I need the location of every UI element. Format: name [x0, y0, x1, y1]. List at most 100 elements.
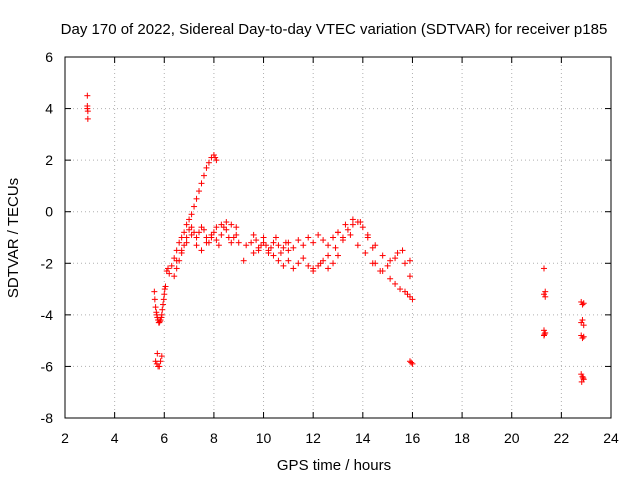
data-point — [310, 265, 317, 272]
data-point — [290, 244, 297, 251]
data-point — [154, 350, 161, 357]
data-point — [349, 216, 356, 223]
data-point — [200, 226, 207, 233]
x-tick-label: 4 — [111, 430, 119, 446]
data-points — [84, 92, 587, 385]
data-point — [270, 239, 277, 246]
data-point — [218, 231, 225, 238]
axis-ticks — [64, 56, 612, 419]
data-point — [339, 237, 346, 244]
data-point — [579, 301, 586, 308]
data-point — [335, 252, 341, 259]
data-point — [213, 237, 220, 244]
data-point — [162, 283, 169, 290]
data-point — [362, 249, 369, 256]
data-point — [310, 239, 317, 246]
data-point — [579, 373, 586, 380]
data-point — [188, 224, 195, 231]
data-point — [183, 239, 190, 246]
data-point — [330, 234, 337, 241]
data-point — [228, 221, 235, 228]
data-point — [330, 260, 337, 267]
data-point — [315, 231, 322, 238]
x-tick-label: 12 — [305, 430, 321, 446]
data-point — [399, 247, 406, 254]
data-point — [359, 224, 366, 231]
data-point — [171, 273, 178, 280]
data-point — [203, 239, 210, 246]
data-point — [193, 234, 200, 241]
data-point — [250, 231, 257, 238]
data-point — [409, 360, 416, 367]
x-tick-label: 10 — [256, 430, 272, 446]
data-point — [186, 216, 193, 223]
data-point — [196, 188, 203, 195]
data-point — [579, 317, 586, 324]
data-point — [178, 247, 185, 254]
data-point — [160, 296, 167, 303]
data-point — [212, 154, 219, 161]
data-point — [188, 231, 195, 238]
grid — [65, 57, 611, 418]
data-point — [210, 151, 217, 158]
data-point — [540, 265, 547, 272]
data-point — [158, 311, 165, 318]
data-point — [295, 237, 302, 244]
data-point — [402, 260, 409, 267]
data-point — [203, 164, 210, 171]
y-tick-label: 0 — [45, 204, 53, 220]
data-point — [372, 242, 379, 249]
y-axis-label: SDTVAR / TECUs — [5, 178, 22, 298]
data-point — [542, 293, 549, 300]
data-point — [84, 108, 91, 115]
data-point — [228, 239, 235, 246]
data-point — [354, 242, 361, 249]
data-point — [580, 300, 587, 307]
data-point — [84, 92, 91, 99]
data-point — [580, 322, 587, 329]
data-point — [280, 262, 287, 269]
data-point — [193, 195, 200, 202]
data-point — [372, 260, 379, 267]
data-point — [344, 226, 351, 233]
data-point — [305, 262, 312, 269]
data-point — [392, 280, 399, 287]
data-point — [541, 331, 548, 338]
data-point — [379, 268, 386, 275]
data-point — [285, 257, 292, 264]
data-point — [260, 234, 267, 241]
data-point — [285, 239, 292, 246]
data-point — [270, 252, 277, 259]
data-point — [218, 221, 225, 228]
y-tick-label: -2 — [41, 255, 54, 271]
data-point — [240, 257, 247, 264]
data-point — [193, 242, 200, 249]
data-point — [325, 265, 332, 272]
x-tick-label: 18 — [454, 430, 470, 446]
data-point — [275, 257, 282, 264]
data-point — [151, 296, 158, 303]
data-point — [159, 306, 166, 313]
plot-frame — [64, 56, 612, 419]
data-point — [406, 273, 413, 280]
x-tick-label: 6 — [160, 430, 168, 446]
data-point — [542, 288, 549, 295]
data-point — [156, 318, 163, 325]
data-point — [158, 353, 165, 360]
data-point — [305, 234, 312, 241]
data-point — [347, 231, 354, 238]
data-point — [317, 260, 324, 267]
data-point — [409, 296, 416, 303]
data-point — [161, 286, 168, 293]
data-point — [408, 359, 415, 366]
data-point — [152, 358, 159, 365]
data-point — [332, 244, 339, 251]
data-point — [272, 234, 279, 241]
data-point — [156, 363, 163, 370]
x-tick-label: 24 — [603, 430, 619, 446]
data-point — [161, 291, 168, 298]
data-point — [364, 231, 371, 238]
data-point — [168, 262, 175, 269]
